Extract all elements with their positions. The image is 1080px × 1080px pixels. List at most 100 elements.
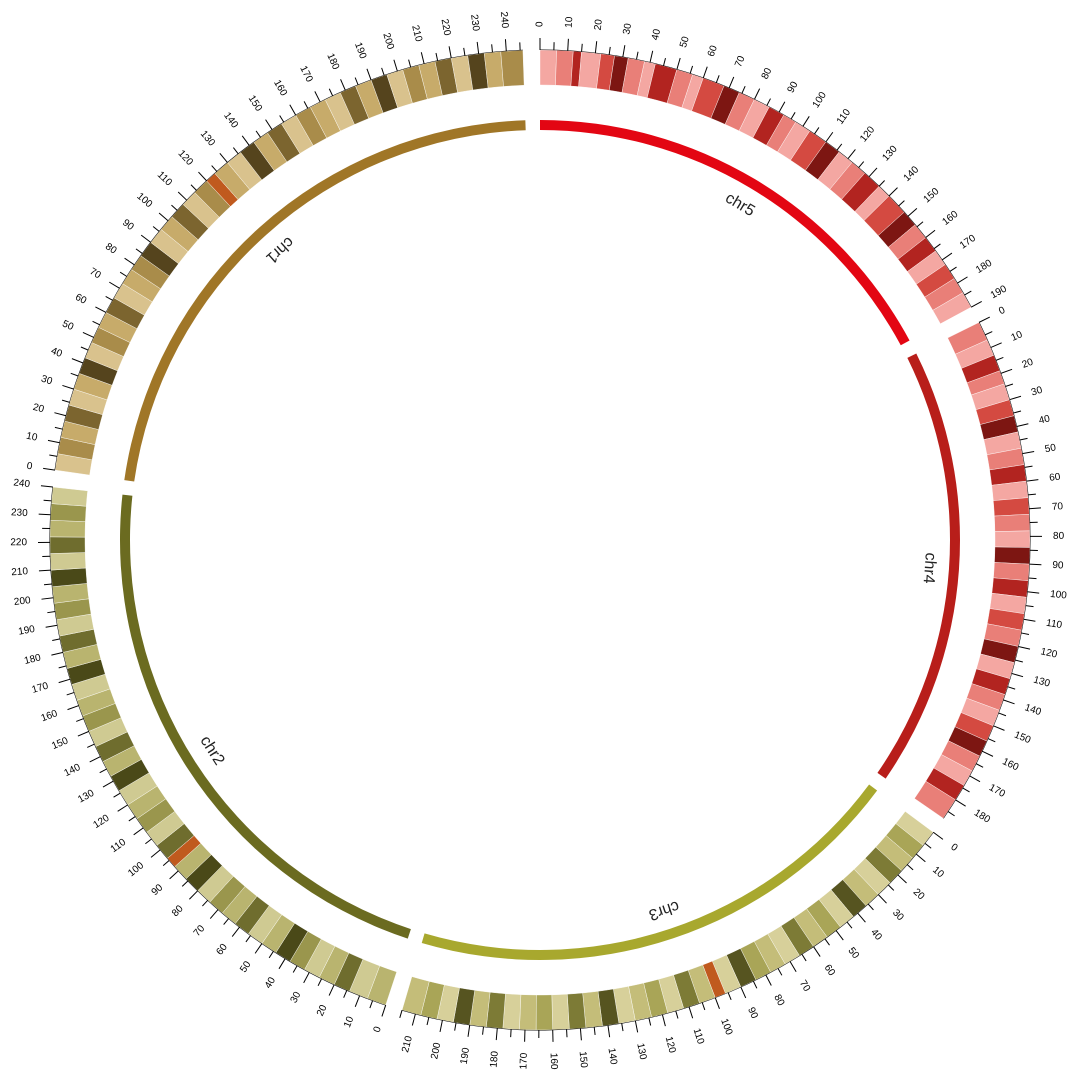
tick-chr4 — [955, 800, 965, 806]
tick-chr2 — [68, 706, 79, 710]
tick-chr2 — [134, 828, 144, 835]
tick-minor-chr5 — [791, 112, 795, 119]
tick-minor-chr1 — [136, 249, 142, 254]
tick-chr2 — [51, 652, 63, 655]
tick-chr2 — [382, 1005, 386, 1016]
tick-minor-chr1 — [304, 101, 308, 108]
tick-chr5 — [942, 253, 952, 260]
tick-chr5 — [650, 51, 653, 63]
tick-label-chr5: 130 — [880, 143, 900, 163]
tick-chr3 — [580, 1028, 581, 1040]
tick-minor-chr1 — [212, 166, 217, 172]
tick-label-chr5: 10 — [564, 16, 576, 28]
tick-label-chr4: 140 — [1023, 702, 1043, 718]
tick-minor-chr3 — [400, 1010, 402, 1018]
tick-minor-chr3 — [594, 1027, 595, 1035]
tick-chr4 — [1001, 369, 1012, 373]
tick-chr2 — [103, 781, 113, 787]
tick-chr5 — [677, 58, 680, 70]
tick-chr3 — [715, 998, 719, 1009]
tick-minor-chr2 — [44, 584, 52, 585]
tick-label-chr1: 120 — [175, 148, 195, 168]
tick-chr2 — [59, 679, 71, 682]
tick-label-chr3: 140 — [606, 1047, 619, 1065]
tick-minor-chr3 — [907, 865, 913, 870]
ideogram-band-chr3 — [503, 994, 521, 1030]
tick-chr2 — [210, 909, 218, 918]
tick-label-chr3: 70 — [797, 978, 812, 994]
tick-minor-chr5 — [837, 144, 842, 150]
tick-chr3 — [813, 947, 820, 957]
tick-minor-chr5 — [582, 44, 583, 52]
inner-arc-chr1 — [124, 120, 525, 481]
tick-label-chr2: 140 — [63, 762, 83, 779]
tick-label-chr2: 40 — [263, 975, 278, 991]
tick-label-chr1: 160 — [271, 78, 289, 98]
tick-minor-chr3 — [778, 968, 782, 975]
tick-minor-chr5 — [879, 181, 885, 187]
tick-label-chr4: 40 — [1038, 413, 1052, 426]
tick-minor-chr3 — [802, 954, 806, 961]
tick-chr5 — [869, 168, 877, 177]
ideogram-band-chr2 — [50, 553, 86, 571]
chr-label-chr1: chr1 — [262, 233, 297, 267]
tick-chr2 — [46, 625, 58, 627]
tick-label-chr4: 180 — [972, 807, 992, 825]
tick-chr5 — [803, 116, 809, 126]
tick-chr1 — [242, 136, 249, 146]
tick-label-chr2: 20 — [315, 1003, 330, 1018]
tick-label-chr3: 90 — [745, 1006, 760, 1021]
tick-chr3 — [412, 1014, 415, 1026]
tick-label-chr2: 80 — [170, 903, 186, 919]
tick-minor-chr2 — [145, 839, 151, 844]
tick-chr2 — [90, 757, 101, 762]
tick-chr1 — [72, 359, 83, 363]
tick-minor-chr4 — [1029, 578, 1037, 579]
tick-minor-chr2 — [76, 719, 83, 722]
ideogram-band-chr2 — [51, 487, 87, 506]
tick-minor-chr4 — [1015, 660, 1023, 662]
tick-label-chr2: 30 — [289, 990, 304, 1005]
tick-label-chr2: 230 — [11, 507, 29, 519]
inner-arc-chr2 — [120, 495, 411, 939]
tick-chr4 — [1018, 647, 1030, 650]
tick-label-chr2: 70 — [192, 923, 208, 939]
tick-minor-chr5 — [934, 244, 940, 249]
tick-chr1 — [159, 213, 168, 221]
tick-chr1 — [421, 52, 424, 64]
tick-minor-chr4 — [948, 811, 955, 815]
tick-chr5 — [703, 67, 707, 78]
tick-chr5 — [889, 188, 898, 196]
tick-chr3 — [662, 1014, 665, 1026]
tick-minor-chr1 — [49, 455, 57, 456]
tick-chr5 — [754, 89, 759, 100]
tick-label-chr1: 60 — [73, 292, 88, 307]
tick-minor-chr4 — [1008, 687, 1016, 689]
tick-minor-chr5 — [964, 291, 971, 295]
tick-minor-chr1 — [120, 272, 127, 276]
tick-chr2 — [170, 871, 179, 879]
tick-chr4 — [982, 751, 993, 756]
tick-chr2 — [151, 850, 160, 858]
tick-minor-chr3 — [649, 1018, 651, 1026]
tick-label-chr2: 150 — [50, 735, 70, 752]
inner-arc-chr4 — [877, 353, 960, 778]
tick-label-chr2: 190 — [17, 624, 36, 638]
tick-minor-chr2 — [224, 918, 229, 924]
tick-label-chr3: 60 — [822, 963, 838, 979]
tick-minor-chr1 — [81, 347, 88, 350]
tick-minor-chr4 — [985, 332, 992, 335]
tick-label-chr3: 180 — [488, 1050, 500, 1068]
tick-label-chr5: 120 — [858, 124, 877, 144]
tick-chr1 — [95, 307, 106, 313]
tick-chr3 — [916, 854, 925, 862]
tick-minor-chr2 — [182, 881, 188, 887]
tick-chr1 — [220, 153, 228, 162]
tick-minor-chr1 — [329, 89, 332, 96]
ideogram-band-chr2 — [50, 537, 85, 554]
ideogram-band-chr1 — [501, 50, 524, 86]
tick-minor-chr5 — [742, 86, 745, 93]
tick-chr5 — [971, 301, 982, 307]
tick-minor-chr5 — [609, 47, 610, 55]
tick-label-chr3: 30 — [890, 907, 906, 923]
